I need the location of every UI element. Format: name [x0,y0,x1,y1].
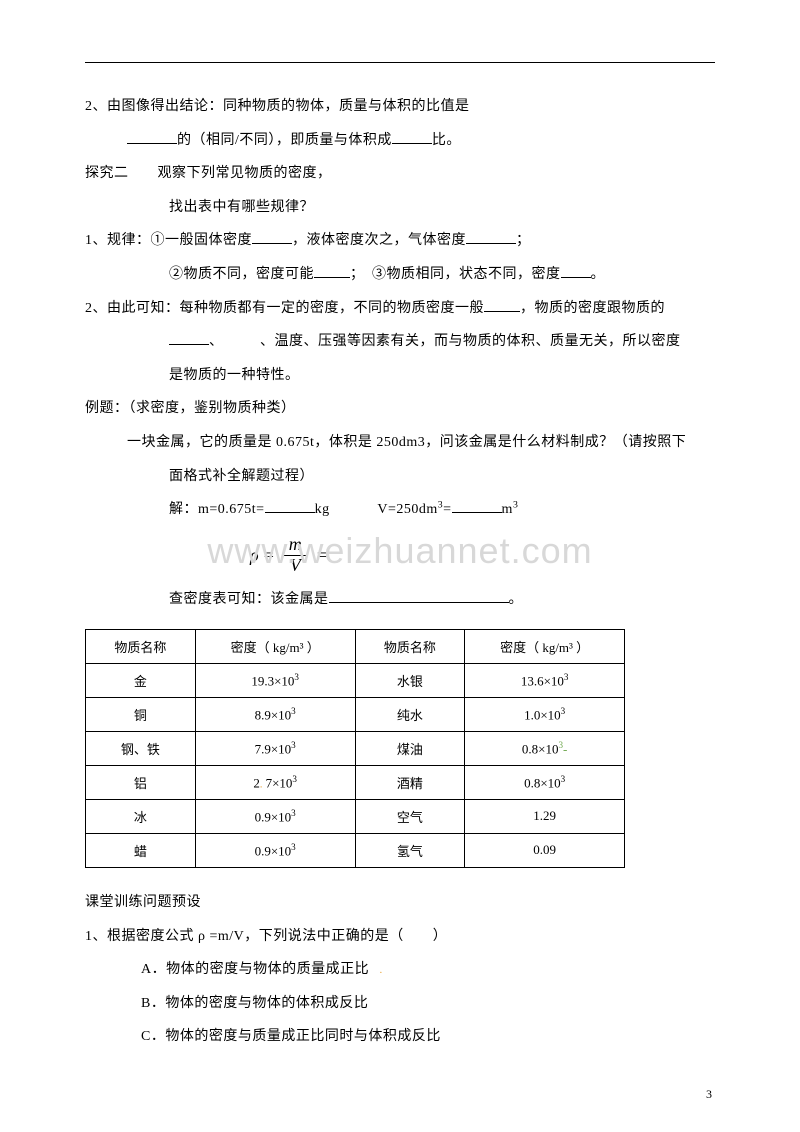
orange-dot: . [369,965,383,976]
table-row: 金19.3×103水银13.6×103 [86,663,625,697]
table-row: 钢、铁7.9×103煤油0.8×103- [86,731,625,765]
table-cell: 0.8×103- [465,731,625,765]
text-line: ②物质不同，密度可能； ③物质相同，状态不同，密度。 [85,258,715,292]
option-a[interactable]: A．物体的密度与物体的质量成正比 . [85,953,715,987]
table-header-row: 物质名称 密度（ kg/m³ ） 物质名称 密度（ kg/m³ ） [86,629,625,663]
table-cell: 酒精 [355,765,465,799]
text-line: 探究二 观察下列常见物质的密度， [85,157,715,191]
table-cell: 金 [86,663,196,697]
blank-fill[interactable] [452,499,502,513]
table-cell: 0.8×103 [465,765,625,799]
text-line: 面格式补全解题过程） [85,460,715,494]
blank-fill[interactable] [314,264,350,278]
blank-fill[interactable] [265,499,315,513]
text-line: 找出表中有哪些规律？ [85,191,715,225]
table-header: 物质名称 [355,629,465,663]
blank-fill[interactable] [466,230,516,244]
table-cell: 0.9×103 [195,833,355,867]
text-line: 2、由图像得出结论：同种物质的物体，质量与体积的比值是 [85,90,715,124]
text-line: 查密度表可知：该金属是。 [85,583,715,617]
top-rule-line [85,62,715,63]
table-header: 密度（ kg/m³ ） [195,629,355,663]
table-row: 铜8.9×103纯水1.0×103 [86,697,625,731]
document-body: 2、由图像得出结论：同种物质的物体，质量与体积的比值是 的（相同/不同），即质量… [0,0,800,1094]
text-line: 是物质的一种特性。 [85,359,715,393]
table-header: 物质名称 [86,629,196,663]
density-table: 物质名称 密度（ kg/m³ ） 物质名称 密度（ kg/m³ ） 金19.3×… [85,629,625,868]
text-line: 课堂训练问题预设 [85,886,715,920]
table-cell: 铜 [86,697,196,731]
table-cell: 空气 [355,799,465,833]
table-row: 冰0.9×103空气1.29 [86,799,625,833]
table-cell: 19.3×103 [195,663,355,697]
blank-fill[interactable] [329,589,509,603]
table-cell: 1.29 [465,799,625,833]
table-cell: 水银 [355,663,465,697]
page-number: 3 [706,1087,712,1102]
text-line: 1、规律：①一般固体密度，液体密度次之，气体密度； [85,224,715,258]
text-line: 、 、温度、压强等因素有关，而与物质的体积、质量无关，所以密度 [85,325,715,359]
table-row: 蜡0.9×103氢气0.09 [86,833,625,867]
formula: ρ = m V = [85,535,715,576]
blank-fill[interactable] [484,298,520,312]
text-line: 解：m=0.675t=kg V=250dm3=m3 [85,493,715,527]
table-cell: 0.9×103 [195,799,355,833]
table-cell: 0.09 [465,833,625,867]
table-cell: 铝 [86,765,196,799]
option-b[interactable]: B．物体的密度与物体的体积成反比 [85,987,715,1021]
blank-fill[interactable] [392,130,432,144]
text-line: 1、根据密度公式 ρ =m/V，下列说法中正确的是（ ） [85,920,715,954]
blank-fill[interactable] [252,230,292,244]
table-row: 铝2. 7×103酒精0.8×103 [86,765,625,799]
table-cell: 13.6×103 [465,663,625,697]
table-cell: 冰 [86,799,196,833]
table-cell: 煤油 [355,731,465,765]
table-cell: 钢、铁 [86,731,196,765]
text-line: 例题：（求密度，鉴别物质种类） [85,392,715,426]
blank-fill[interactable] [561,264,591,278]
table-cell: 蜡 [86,833,196,867]
table-cell: 2. 7×103 [195,765,355,799]
table-cell: 氢气 [355,833,465,867]
blank-fill[interactable] [169,331,209,345]
option-c[interactable]: C．物体的密度与质量成正比同时与体积成反比 [85,1020,715,1054]
table-cell: 1.0×103 [465,697,625,731]
table-cell: 7.9×103 [195,731,355,765]
table-cell: 8.9×103 [195,697,355,731]
text-line: 一块金属，它的质量是 0.675t，体积是 250dm3，问该金属是什么材料制成… [85,426,715,460]
table-header: 密度（ kg/m³ ） [465,629,625,663]
blank-fill[interactable] [127,130,177,144]
text-line: 的（相同/不同），即质量与体积成比。 [85,124,715,158]
table-cell: 纯水 [355,697,465,731]
text-line: 2、由此可知：每种物质都有一定的密度，不同的物质密度一般，物质的密度跟物质的 [85,292,715,326]
